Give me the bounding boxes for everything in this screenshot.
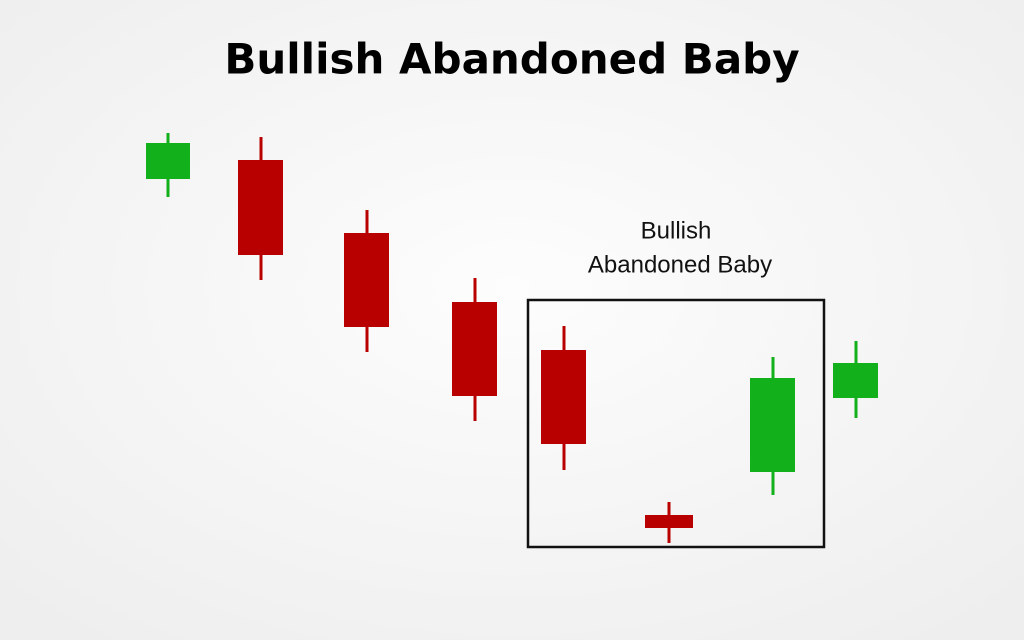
- body: [645, 515, 693, 528]
- body: [146, 143, 190, 179]
- candle-bearish: [238, 137, 283, 280]
- body: [452, 302, 497, 396]
- body: [833, 363, 878, 398]
- candle-bearish: [452, 278, 497, 421]
- annotation-line: Abandoned Baby: [588, 251, 772, 278]
- body: [541, 350, 586, 444]
- candle-bearish: [344, 210, 389, 352]
- title: Bullish Abandoned Baby: [224, 35, 799, 84]
- annotation-line: Bullish: [641, 217, 712, 244]
- body: [344, 233, 389, 327]
- candle-bullish: [833, 341, 878, 418]
- pattern-box: [526, 298, 826, 549]
- candle-bullish: [750, 357, 795, 495]
- candle-bullish: [146, 133, 190, 197]
- candle-doji: [645, 502, 693, 543]
- body: [750, 378, 795, 472]
- candle-bearish: [541, 326, 586, 470]
- body: [238, 160, 283, 255]
